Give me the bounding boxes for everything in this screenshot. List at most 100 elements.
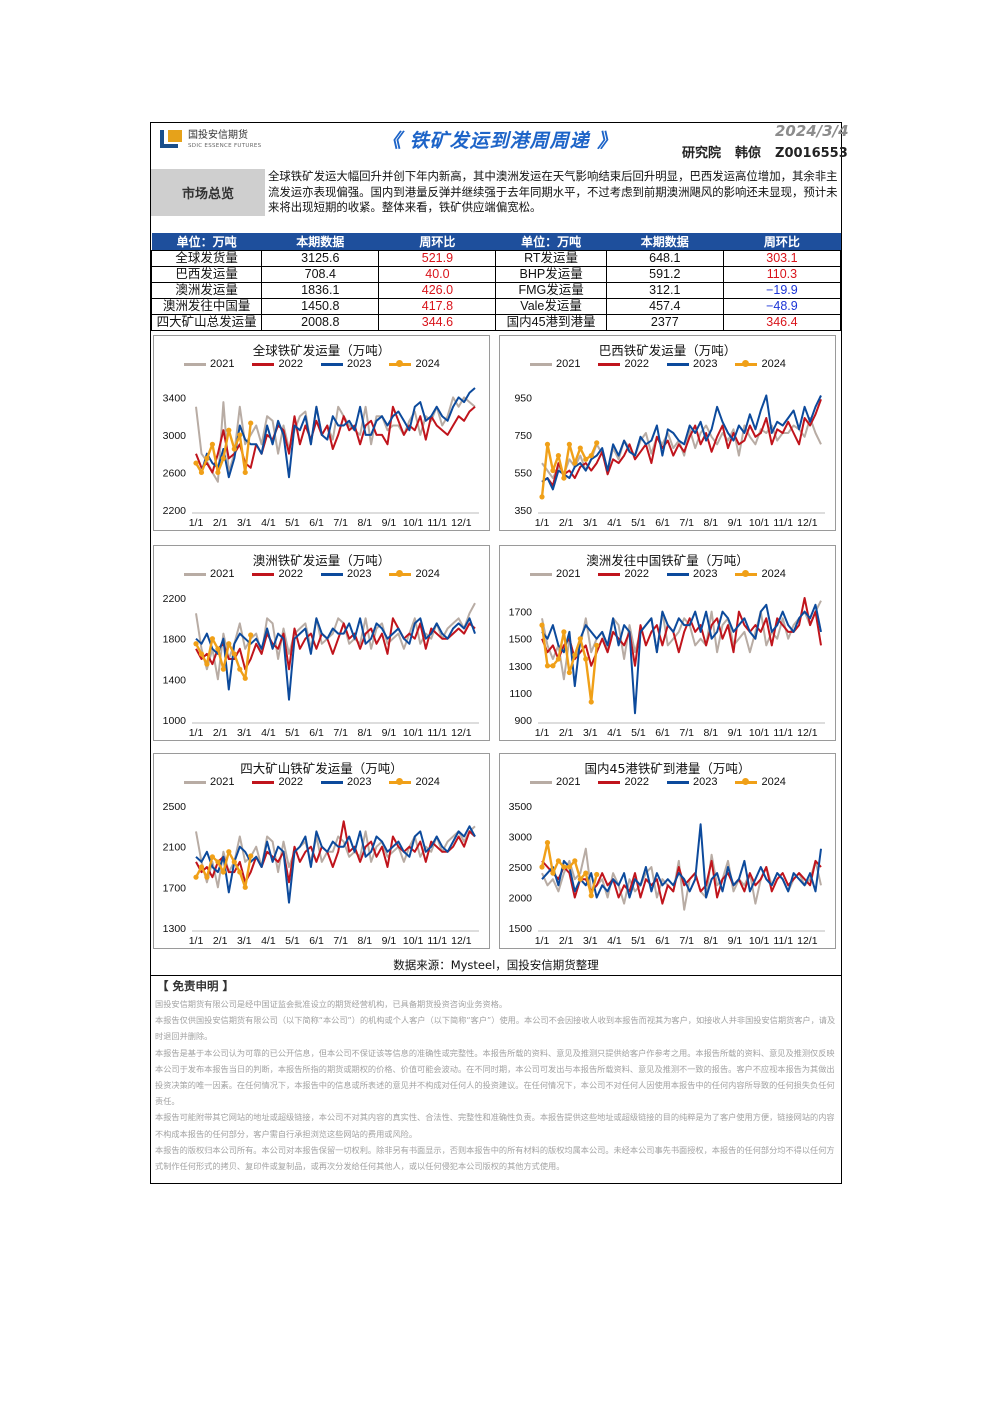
x-tick-label: 8/1 [704,935,719,947]
market-summary-text: 全球铁矿发运大幅回升并创下年内新高，其中澳洲发运在天气影响结束后回升明显，巴西发… [268,169,838,214]
table-header: 单位：万吨 [151,233,262,251]
chart-title: 国内45港铁矿到港量（万吨） [584,761,751,776]
legend-label: 2022 [624,358,649,370]
market-overview-label: 市场总览 [151,169,265,216]
series-point-2024 [215,469,221,476]
x-tick-label: 8/1 [704,727,719,739]
series-point-2024 [193,874,199,880]
x-tick-label: 7/1 [333,727,348,739]
legend-swatch [252,572,275,576]
chart-panel: 澳洲发往中国铁矿量（万吨） 2021 2022 2023 2024 1700 1500 130… [499,545,836,741]
table-cell: 2377 [605,314,724,331]
x-tick-label: 4/1 [607,517,622,529]
table-cell: −19.9 [722,282,842,299]
series-line-2023 [541,394,822,491]
legend-label: 2024 [761,776,786,788]
y-tick-label: 1300 [163,923,187,935]
legend-item: 2021 [530,358,580,370]
series-point-2024 [215,646,221,652]
y-tick-label: 1300 [509,661,533,673]
table-cell: 国内45港到港量 [495,314,607,331]
legend-label: 2021 [556,358,581,370]
y-tick-label: 1400 [163,674,187,686]
legend-swatch [389,569,412,577]
legend-label: 2021 [210,568,235,580]
legend-swatch [666,362,689,366]
table-cell: RT发运量 [495,250,607,267]
series-point-2024 [204,874,210,880]
x-tick-label: 3/1 [237,935,252,947]
y-tick-label: 550 [514,467,532,479]
y-tick-label: 900 [514,715,532,727]
series-point-2024 [550,663,556,669]
legend-swatch [320,362,343,366]
x-tick-label: 2/1 [213,517,228,529]
series-point-2024 [193,641,199,647]
disclaimer-paragraph: 本报告仅供国投安信期货有限公司（以下简称“本公司”）的机构或个人客户（以下简称“… [155,1015,836,1042]
series-point-2024 [231,859,237,865]
chart-title: 澳洲发往中国铁矿量（万吨） [586,553,749,568]
legend-label: 2021 [556,776,581,788]
series-point-2024 [588,699,594,705]
series-point-2024 [594,642,600,648]
series-point-2024 [566,669,572,676]
x-tick-label: 5/1 [285,517,300,529]
series-point-2024 [231,651,237,657]
series-point-2024 [226,849,232,855]
legend-swatch [184,780,206,784]
series-point-2024 [220,455,226,461]
table-cell: 澳洲发运量 [150,282,263,299]
x-tick-label: 12/1 [451,517,472,529]
chart-panel: 国内45港铁矿到港量（万吨） 2021 2022 2023 2024 3500 3000 25… [499,753,836,949]
series-point-2024 [209,854,216,860]
x-tick-label: 7/1 [679,935,694,947]
author-cert: Z0016553 [775,146,848,161]
table-cell: 346.4 [722,314,842,331]
chart-title: 巴西铁矿发运量（万吨） [598,343,737,358]
chart-panel: 澳洲铁矿发运量（万吨） 2021 2022 2023 2024 2200 1800 1400 1… [153,545,490,741]
legend-swatch [389,777,412,785]
y-tick-label: 1500 [509,634,533,646]
y-tick-label: 2100 [163,842,187,854]
legend-swatch [598,362,621,366]
table-cell: 1450.8 [261,298,380,315]
series-point-2024 [248,420,254,426]
y-tick-label: 3400 [163,392,187,404]
table-row: 四大矿山总发运量 2008.8 344.6 国内45港到港量 2377 346.4 [150,314,842,331]
series-point-2024 [544,441,551,447]
x-tick-label: 1/1 [189,727,204,739]
author-line: 研究院 韩倞 Z0016553 [682,142,848,161]
x-tick-label: 9/1 [728,935,743,947]
x-tick-label: 11/1 [773,935,793,947]
x-tick-label: 1/1 [535,517,550,529]
author-name: 韩倞 [735,146,762,161]
disclaimer-paragraph: 本报告可能附带其它网站的地址或超级链接，本公司不对其内容的真实性、合法性、完整性… [155,1112,835,1139]
y-tick-label: 1000 [163,715,187,727]
series-point-2024 [248,853,254,859]
legend-label: 2023 [692,568,718,580]
series-point-2024 [209,441,216,447]
y-tick-label: 3500 [509,801,533,813]
series-line-2023 [195,617,476,701]
table-cell: 648.1 [605,250,724,267]
series-point-2024 [204,455,210,461]
series-point-2024 [242,469,248,476]
y-tick-label: 1800 [163,634,187,646]
y-tick-label: 350 [514,505,532,517]
data-source: 数据来源：Mysteel，国投安信期货整理 [393,958,599,972]
x-tick-label: 9/1 [728,517,743,529]
disclaimer-paragraph: 本报告是基于本公司认为可靠的已公开信息，但本公司不保证该等信息的准确性或完整性。… [155,1047,835,1107]
table-cell: 426.0 [378,282,497,299]
x-tick-label: 6/1 [655,935,670,947]
series-point-2024 [237,432,243,438]
series-point-2024 [544,840,551,846]
legend-swatch [735,359,758,367]
chart-title: 全球铁矿发运量（万吨） [252,343,391,358]
x-tick-label: 12/1 [797,935,818,947]
series-point-2024 [561,475,567,481]
series-point-2024 [226,427,232,433]
legend-item: 2022 [252,776,303,788]
